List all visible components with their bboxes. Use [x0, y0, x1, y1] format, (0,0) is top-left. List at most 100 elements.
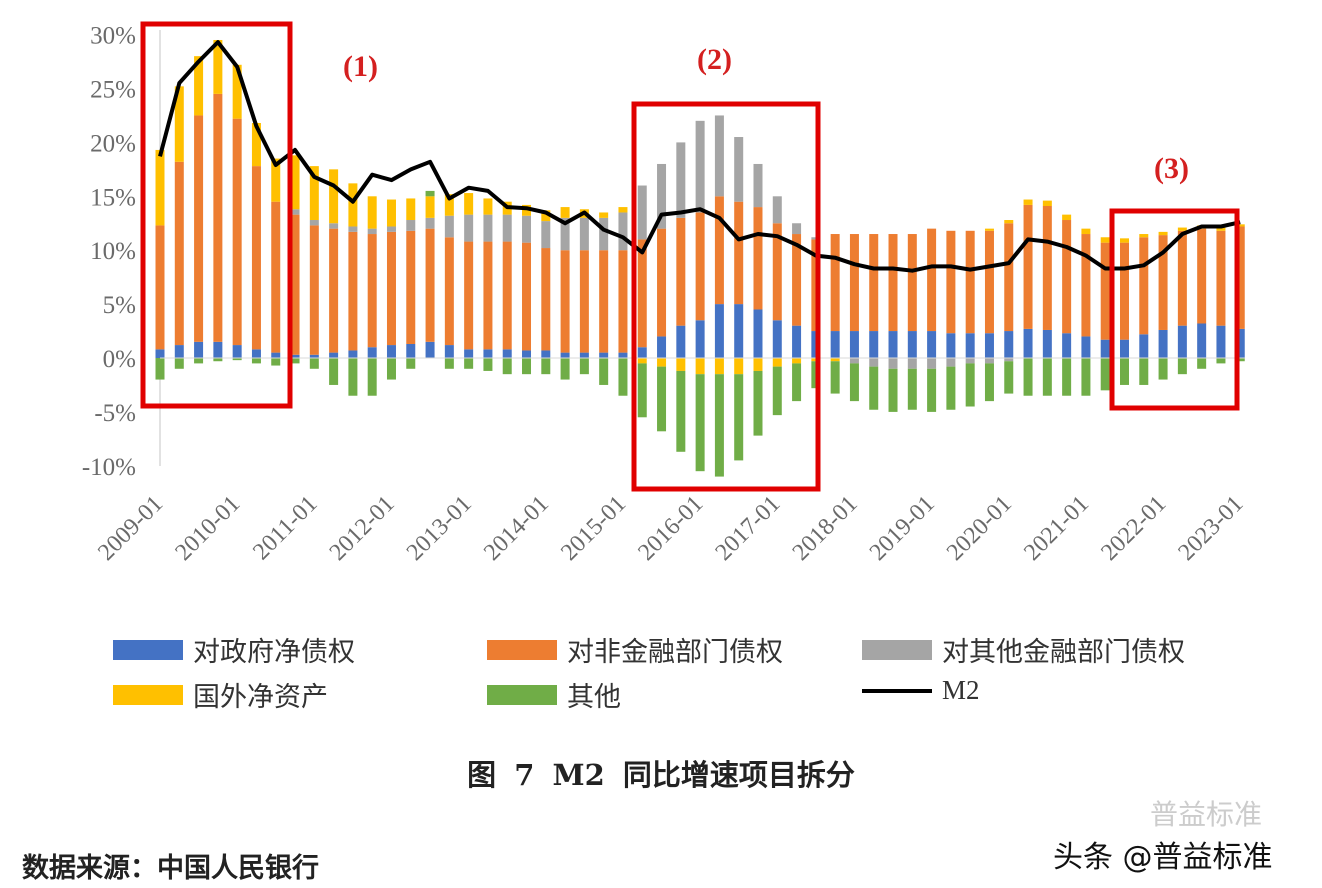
- x-tick-label: 2013-01: [402, 491, 477, 566]
- bar-segment-0: [695, 320, 705, 358]
- bar-segment-0: [676, 325, 686, 358]
- bar-segment-4: [406, 358, 416, 369]
- highlight-box-2: [631, 101, 821, 492]
- bar-segment-1: [1197, 228, 1207, 324]
- bar-segment-4: [1100, 358, 1110, 391]
- bar-segment-1: [599, 250, 609, 353]
- bar-segment-3: [1023, 199, 1033, 205]
- bar-segment-0: [1235, 328, 1245, 358]
- bar-segment-2: [560, 217, 570, 251]
- bar-segment-4: [271, 358, 281, 366]
- y-tick-label: 5%: [103, 292, 136, 319]
- bar-segment-2: [927, 358, 937, 369]
- bar-segment-1: [174, 161, 184, 346]
- legend-swatch-blue: [113, 639, 183, 660]
- bar-segment-3: [657, 358, 667, 367]
- bar-segment-0: [965, 333, 975, 358]
- legend-label: 其他: [567, 682, 621, 713]
- legend-swatch-yellow: [113, 684, 183, 705]
- bar-segment-3: [329, 169, 339, 224]
- bar-segment-1: [753, 207, 763, 310]
- legend-item-otherfin: 对其他金融部门债权: [862, 630, 1185, 669]
- bar-segment-0: [657, 336, 667, 358]
- bar-segment-4: [888, 368, 898, 412]
- bar-segment-1: [676, 217, 686, 326]
- bar-segment-0: [792, 325, 802, 358]
- bar-segment-1: [522, 242, 532, 351]
- bar-segment-4: [772, 366, 782, 416]
- bar-segment-3: [1158, 231, 1168, 236]
- annotation-label-1: (1): [343, 50, 378, 83]
- bar-segment-2: [734, 137, 744, 202]
- bar-segment-2: [348, 226, 358, 232]
- watermark-ghost: 普益标准: [1150, 798, 1263, 831]
- bar-segment-4: [251, 358, 261, 364]
- bar-segment-0: [174, 345, 184, 358]
- bar-segment-4: [1023, 358, 1033, 396]
- bar-segment-0: [1158, 329, 1168, 358]
- legend-item-nonfin: 对非金融部门债权: [487, 630, 783, 669]
- bar-segment-1: [1216, 230, 1226, 326]
- bar-segment-4: [194, 358, 204, 364]
- bar-segment-1: [772, 223, 782, 321]
- bar-segment-2: [406, 220, 416, 231]
- bar-segment-1: [560, 250, 570, 353]
- x-tick-label: 2022-01: [1096, 491, 1171, 566]
- bar-segment-3: [792, 358, 802, 364]
- bar-segment-0: [464, 349, 474, 358]
- bar-segment-3: [1139, 234, 1149, 238]
- bar-segment-0: [425, 341, 435, 358]
- bar-segment-4: [1120, 358, 1129, 385]
- bar-segment-1: [907, 234, 917, 332]
- bar-segment-4: [425, 190, 435, 197]
- bar-segment-2: [309, 220, 319, 226]
- bar-segment-3: [714, 358, 724, 375]
- bar-segment-0: [849, 331, 859, 358]
- bar-segment-4: [695, 374, 705, 472]
- y-tick-label: 10%: [90, 238, 136, 265]
- x-tick-label: 2020-01: [942, 491, 1017, 566]
- bar-segment-1: [483, 241, 493, 350]
- legend-label: M2: [942, 675, 980, 705]
- bar-segment-3: [464, 193, 474, 215]
- bar-segment-1: [657, 228, 667, 337]
- bar-segment-1: [579, 250, 589, 353]
- bar-segment-4: [657, 366, 667, 432]
- bar-segment-3: [483, 198, 493, 215]
- bar-segment-1: [734, 201, 744, 305]
- bar-segment-4: [367, 358, 377, 396]
- bar-segment-4: [560, 358, 570, 380]
- bar-segment-3: [560, 207, 570, 218]
- data-source: 数据来源：中国人民银行: [22, 853, 319, 884]
- bar-segment-3: [348, 183, 358, 227]
- bar-segment-4: [1081, 358, 1091, 396]
- bar-segment-0: [541, 350, 551, 358]
- y-tick-label: 25%: [90, 77, 136, 104]
- x-tick-label: 2015-01: [556, 491, 631, 566]
- bar-segment-2: [714, 115, 724, 197]
- bar-segment-2: [483, 214, 493, 242]
- bar-segment-0: [1081, 336, 1091, 358]
- legend-swatch-green: [487, 684, 557, 705]
- y-tick-label: 30%: [90, 23, 136, 50]
- legend-item-gov: 对政府净债权: [113, 630, 355, 669]
- bar-segment-3: [599, 212, 609, 218]
- bar-segment-4: [522, 358, 532, 375]
- bar-segment-1: [194, 115, 204, 342]
- bar-segment-3: [676, 358, 686, 371]
- bar-segment-1: [830, 234, 840, 332]
- bar-segment-1: [714, 196, 724, 305]
- legend-label: 国外净资产: [193, 682, 328, 713]
- annotation-boxes: (1) (2) (3): [140, 21, 1240, 492]
- bar-segment-0: [271, 352, 281, 358]
- bar-segment-4: [1235, 358, 1245, 362]
- legend-item-foreign: 国外净资产: [113, 675, 328, 714]
- bar-segment-4: [1177, 358, 1187, 375]
- bar-segment-2: [618, 212, 628, 251]
- bar-segment-0: [329, 352, 339, 358]
- bar-segment-3: [271, 158, 281, 202]
- bar-segment-4: [1216, 358, 1226, 364]
- bar-segment-0: [386, 345, 396, 358]
- bar-segment-1: [1139, 237, 1149, 335]
